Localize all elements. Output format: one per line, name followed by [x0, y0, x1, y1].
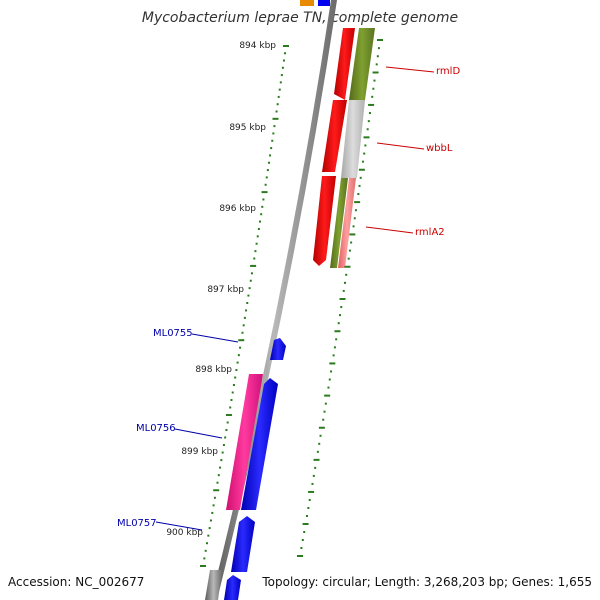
gene-rmlA2 [338, 178, 356, 268]
gene-label-wbbL[interactable]: wbbL [426, 143, 453, 154]
backbone [211, 0, 337, 600]
gene-label-ML0755[interactable]: ML0755 [153, 328, 193, 339]
gene-leader-line [155, 521, 203, 531]
accession-text: Accession: NC_002677 [8, 575, 145, 589]
gene-rmlA2-olive [330, 178, 348, 268]
gene-segment-red [313, 176, 336, 266]
gene-label-rmlD[interactable]: rmlD [436, 66, 460, 77]
gene-ML0755 [270, 338, 286, 360]
gene-ML0757 [231, 516, 255, 572]
map-title: Mycobacterium leprae TN, complete genome [141, 10, 459, 26]
tick-label: 894 kbp [239, 41, 276, 51]
tick-label: 900 kbp [166, 528, 203, 538]
gene-label-ML0756[interactable]: ML0756 [136, 423, 176, 434]
gene-leader-line [385, 66, 435, 73]
gene-leader-line [365, 226, 414, 234]
gene-label-ML0757[interactable]: ML0757 [117, 518, 157, 529]
tick-label: 898 kbp [195, 365, 232, 375]
gene-leader-line [174, 428, 223, 439]
gene-label-rmlA2[interactable]: rmlA2 [415, 227, 445, 238]
gene-rmlD-red [334, 28, 355, 100]
gene-segment [300, 0, 314, 6]
gene-segment [318, 0, 330, 6]
gene-segment-blue [224, 575, 241, 600]
tick-label: 896 kbp [219, 204, 256, 214]
gene-ML0756 [226, 374, 263, 510]
tick-label: 895 kbp [229, 123, 266, 133]
gene-segment-grey [205, 570, 222, 600]
gene-rmlD [349, 28, 375, 100]
tick-label: 899 kbp [181, 447, 218, 457]
tick-track-left [200, 45, 289, 567]
genome-summary-text: Topology: circular; Length: 3,268,203 bp… [262, 575, 592, 589]
tick-label: 897 kbp [207, 285, 244, 295]
gene-wbbL [341, 100, 365, 178]
tick-track-right [297, 39, 383, 557]
gene-leader-line [376, 142, 425, 150]
gene-leader-line [191, 333, 239, 343]
gene-segment-blue [241, 378, 278, 510]
gene-segment-red [322, 100, 347, 172]
